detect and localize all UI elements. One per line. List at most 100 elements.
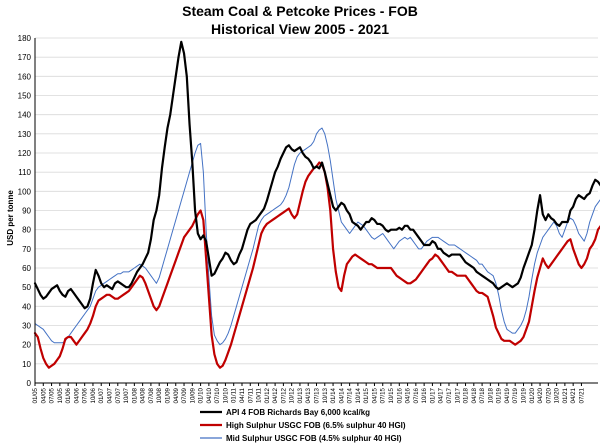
x-tick-label: 10/07: [123, 387, 130, 403]
x-tick-label: 01/15: [363, 387, 370, 403]
x-tick-label: 07/10: [214, 387, 221, 403]
x-tick-label: 04/06: [73, 387, 80, 403]
x-tick-label: 01/08: [131, 387, 138, 403]
x-tick-label: 10/16: [421, 387, 428, 403]
chart-title: Steam Coal & Petcoke Prices - FOB: [182, 3, 418, 19]
y-tick-label: 20: [22, 341, 31, 350]
x-tick-label: 10/13: [322, 387, 329, 403]
x-tick-label: 04/07: [107, 387, 114, 403]
legend-label-2: Mid Sulphur USGC FOB (4.5% sulphur 40 HG…: [226, 434, 402, 443]
x-tick-label: 07/13: [314, 387, 321, 403]
x-tick-label: 04/19: [504, 387, 511, 403]
x-tick-label: 01/05: [32, 387, 39, 403]
x-tick-label: 01/18: [463, 387, 470, 403]
x-tick-label: 10/19: [520, 387, 527, 403]
y-tick-label: 170: [18, 53, 32, 62]
y-tick-label: 120: [18, 149, 32, 158]
x-tick-label: 07/18: [479, 387, 486, 403]
x-tick-label: 01/07: [98, 387, 105, 403]
x-tick-label: 10/20: [554, 387, 561, 403]
x-tick-label: 07/15: [380, 387, 387, 403]
x-tick-label: 10/08: [156, 387, 163, 403]
x-tick-label: 07/17: [446, 387, 453, 403]
x-tick-label: 04/16: [405, 387, 412, 403]
x-tick-label: 07/08: [148, 387, 155, 403]
x-tick-label: 10/06: [90, 387, 97, 403]
x-tick-label: 04/13: [305, 387, 312, 403]
y-tick-label: 80: [22, 226, 31, 235]
x-tick-label: 04/08: [140, 387, 147, 403]
x-tick-label: 01/16: [396, 387, 403, 403]
x-tick-label: 01/19: [496, 387, 503, 403]
gridlines: [35, 37, 598, 365]
y-tick-label: 10: [22, 360, 31, 369]
x-tick-label: 10/11: [256, 387, 263, 403]
x-tick-label: 07/07: [115, 387, 122, 403]
x-tick-label: 04/09: [173, 387, 180, 403]
x-tick-label: 01/17: [429, 387, 436, 403]
x-tick-labels: 01/05 04/05 07/05 10/05 01/06 04/06 07/06 10/06…: [32, 383, 585, 403]
x-tick-label: 04/12: [272, 387, 279, 403]
legend: API 4 FOB Richards Bay 6,000 kcal/kg High…: [200, 408, 406, 443]
x-tick-label: 10/17: [454, 387, 461, 403]
x-tick-label: 10/15: [388, 387, 395, 403]
y-tick-label: 60: [22, 264, 31, 273]
x-tick-label: 07/11: [247, 387, 254, 403]
x-tick-label: 01/13: [297, 387, 304, 403]
x-tick-label: 07/21: [578, 387, 585, 403]
x-tick-label: 07/20: [545, 387, 552, 403]
series-line-1: [33, 161, 600, 369]
series-line-0: [33, 40, 600, 310]
x-tick-label: 04/18: [471, 387, 478, 403]
x-tick-label: 04/10: [206, 387, 213, 403]
x-tick-label: 04/05: [40, 387, 47, 403]
legend-label-0: API 4 FOB Richards Bay 6,000 kcal/kg: [226, 408, 370, 417]
x-tick-label: 10/14: [355, 387, 362, 403]
series-line-2: [34, 127, 600, 346]
y-tick-label: 100: [18, 187, 32, 196]
x-tick-label: 04/17: [438, 387, 445, 403]
x-tick-label: 10/09: [189, 387, 196, 403]
x-tick-label: 10/12: [289, 387, 296, 403]
x-tick-label: 10/10: [222, 387, 229, 403]
x-tick-label: 01/11: [231, 387, 238, 403]
x-tick-label: 07/09: [181, 387, 188, 403]
y-tick-label: 0: [27, 379, 32, 388]
x-tick-label: 01/12: [264, 387, 271, 403]
x-tick-label: 01/10: [198, 387, 205, 403]
y-tick-label: 140: [18, 111, 32, 120]
y-tick-label: 50: [22, 283, 31, 292]
x-tick-label: 07/12: [280, 387, 287, 403]
x-tick-label: 01/09: [164, 387, 171, 403]
x-tick-label: 01/21: [562, 387, 569, 403]
x-tick-label: 04/11: [239, 387, 246, 403]
x-tick-label: 07/06: [82, 387, 89, 403]
x-tick-label: 07/05: [49, 387, 56, 403]
y-tick-label: 130: [18, 130, 32, 139]
series-lines: [33, 40, 600, 369]
y-tick-label: 90: [22, 207, 31, 216]
x-tick-label: 01/20: [529, 387, 536, 403]
legend-label-1: High Sulphur USGC FOB (6.5% sulphur 40 H…: [226, 421, 406, 430]
y-tick-label: 30: [22, 322, 31, 331]
y-tick-label: 180: [18, 34, 32, 43]
y-tick-label: 110: [18, 168, 31, 177]
x-tick-label: 01/14: [330, 387, 337, 403]
x-tick-label: 10/18: [487, 387, 494, 403]
x-tick-label: 10/05: [57, 387, 64, 403]
y-tick-label: 70: [22, 245, 31, 254]
chart-subtitle: Historical View 2005 - 2021: [211, 21, 389, 37]
y-tick-label: 160: [18, 72, 32, 81]
x-tick-label: 01/06: [65, 387, 72, 403]
x-tick-label: 07/16: [413, 387, 420, 403]
y-tick-label: 40: [22, 302, 31, 311]
x-tick-label: 04/14: [338, 387, 345, 403]
x-tick-label: 07/14: [347, 387, 354, 403]
x-tick-label: 04/21: [570, 387, 577, 403]
y-axis-label: USD per tonne: [6, 190, 15, 246]
y-tick-labels: 0 10 20 30 40 50 60 70 80 90 100 110 120 130 140 150 160…: [18, 34, 32, 388]
x-tick-label: 07/19: [512, 387, 519, 403]
y-tick-label: 150: [18, 92, 32, 101]
x-tick-label: 04/15: [371, 387, 378, 403]
